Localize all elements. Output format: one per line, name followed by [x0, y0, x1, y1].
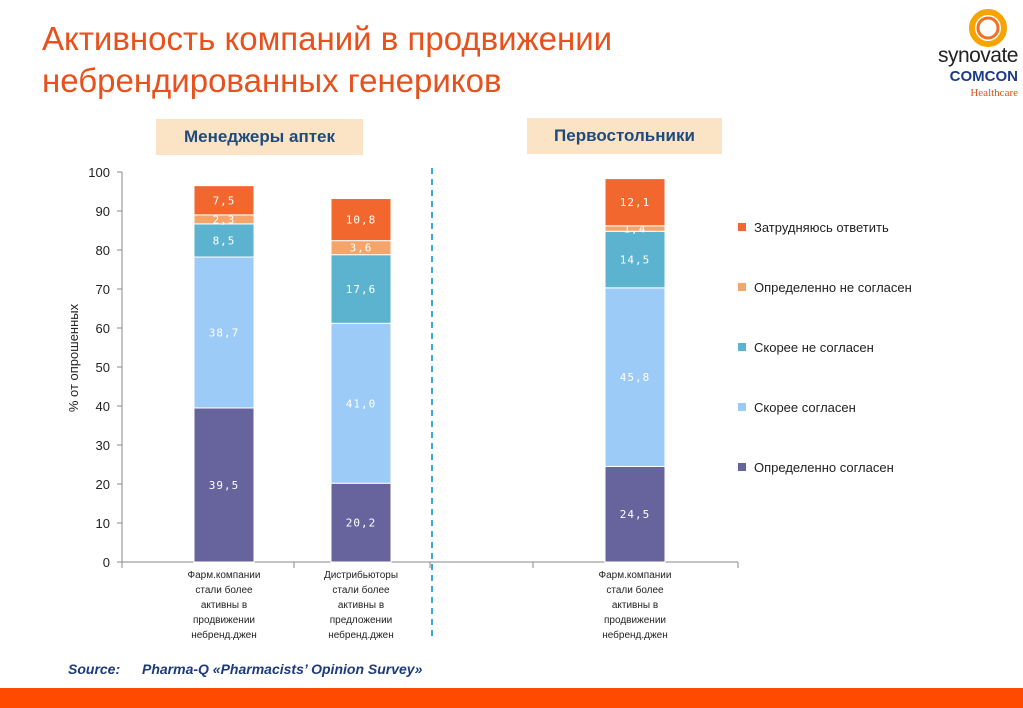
- y-tick-label: 10: [96, 516, 110, 531]
- bar-value-label: 17,6: [346, 283, 377, 296]
- legend-swatch: [738, 343, 746, 351]
- legend-swatch: [738, 223, 746, 231]
- legend-swatch: [738, 403, 746, 411]
- bar-segment: [604, 287, 666, 467]
- bar-value-label: 8,5: [213, 234, 236, 247]
- y-axis-label: % от опрошенных: [66, 303, 81, 412]
- x-category-label: активны в: [612, 600, 658, 611]
- legend-label: Определенно не согласен: [754, 280, 912, 295]
- bar-value-label: 38,7: [209, 326, 240, 339]
- legend-item: Скорее согласен: [738, 400, 856, 415]
- legend-swatch: [738, 463, 746, 471]
- bar-value-label: 45,8: [620, 371, 651, 384]
- title-line-1: Активность компаний в продвижении: [42, 20, 613, 57]
- x-category-label: Фарм.компании: [599, 570, 672, 581]
- legend-label: Скорее согласен: [754, 400, 856, 415]
- y-tick-label: 90: [96, 204, 110, 219]
- bar-value-label: 14,5: [620, 254, 651, 267]
- source-note: Source: Pharma-Q «Pharmacists’ Opinion Su…: [68, 661, 422, 677]
- bar-value-label: 39,5: [209, 479, 240, 492]
- x-category-label: Дистрибьюторы: [324, 569, 398, 581]
- x-category-label: небренд.джен: [602, 629, 668, 641]
- y-tick-label: 40: [96, 399, 110, 414]
- x-category-label: продвижении: [604, 615, 666, 626]
- bar-segment: [193, 407, 255, 563]
- x-category-label: стали более: [332, 584, 390, 596]
- bar-segment: [330, 482, 392, 563]
- bar-segment: [604, 178, 666, 227]
- x-category-label: небренд.джен: [328, 629, 394, 641]
- logo-brand: synovate: [937, 44, 1019, 67]
- bar-value-label: 12,1: [620, 196, 651, 209]
- bar-segment: [193, 185, 255, 216]
- bar-value-label: 41,0: [346, 397, 377, 410]
- x-category-label: стали более: [195, 584, 253, 596]
- x-category-label: предложении: [330, 615, 393, 626]
- x-category-label: активны в: [338, 600, 384, 611]
- legend-item: Определенно согласен: [738, 460, 894, 475]
- y-tick-label: 50: [96, 360, 110, 375]
- bar-segment: [330, 254, 392, 324]
- y-tick-label: 60: [96, 321, 110, 336]
- source-label: Source:: [68, 661, 121, 677]
- legend-item: Скорее не согласен: [738, 340, 874, 355]
- footer-bar: [0, 688, 1023, 708]
- bar-segment: [330, 322, 392, 484]
- logo-ring-icon: [969, 9, 1007, 47]
- y-tick-label: 0: [103, 555, 110, 570]
- bar-segment: [604, 465, 666, 563]
- x-category-label: продвижении: [193, 615, 255, 626]
- legend-item: Затрудняюсь ответить: [738, 220, 889, 235]
- page-title: Активность компаний в продвижении небрен…: [42, 18, 762, 102]
- x-category-label: активны в: [201, 600, 247, 611]
- group-label-pharmacy-managers: Менеджеры аптек: [156, 119, 363, 155]
- y-tick-label: 70: [96, 282, 110, 297]
- bar-value-label: 24,5: [620, 508, 651, 521]
- title-line-2: небрендированных генериков: [42, 62, 502, 99]
- legend-swatch: [738, 283, 746, 291]
- bar-value-label: 2,3: [213, 213, 236, 226]
- legend-label: Затрудняюсь ответить: [754, 220, 889, 235]
- y-tick-label: 100: [88, 165, 110, 180]
- x-category-label: Фарм.компании: [188, 570, 261, 581]
- bar-value-label: 20,2: [346, 517, 377, 530]
- x-category-label: стали более: [606, 584, 664, 596]
- legend-label: Скорее не согласен: [754, 340, 874, 355]
- bar-segment: [193, 223, 255, 258]
- y-tick-label: 80: [96, 243, 110, 258]
- bar-value-label: 10,8: [346, 214, 377, 227]
- logo-sub: COMCON: [949, 68, 1018, 85]
- bar-segment: [330, 198, 392, 242]
- y-tick-label: 30: [96, 438, 110, 453]
- group-label-first-table: Первостольники: [527, 118, 722, 154]
- bar-value-label: 7,5: [213, 194, 236, 207]
- source-text: Pharma-Q «Pharmacists’ Opinion Survey»: [142, 661, 423, 677]
- synovate-comcon-logo: synovate COMCON Healthcare: [898, 6, 1019, 106]
- x-category-label: небренд.джен: [191, 629, 257, 641]
- legend-label: Определенно согласен: [754, 460, 894, 475]
- bar-value-label: 3,6: [350, 242, 373, 255]
- legend-item: Определенно не согласен: [738, 280, 912, 295]
- logo-unit: Healthcare: [970, 87, 1018, 99]
- y-tick-label: 20: [96, 477, 110, 492]
